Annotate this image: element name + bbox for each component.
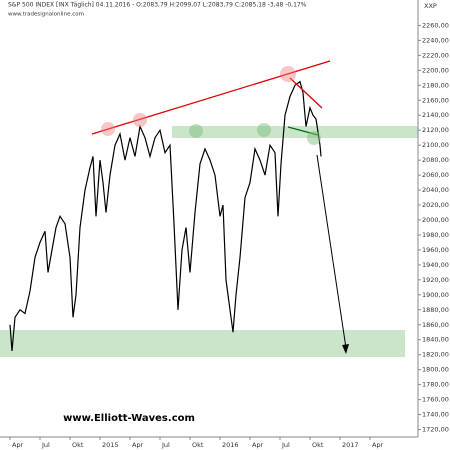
y-tick-label: 2000,00 (422, 216, 449, 224)
y-tick-label: 1900,00 (422, 291, 449, 299)
trend-line (289, 77, 323, 109)
arrow-head (342, 344, 349, 354)
highlight (307, 131, 321, 145)
y-tick-label: 2120,00 (422, 126, 449, 134)
y-tick-label: 1980,00 (422, 231, 449, 239)
support-zone (0, 330, 405, 357)
y-tick-label: 1820,00 (422, 351, 449, 359)
y-tick-label: 1960,00 (422, 246, 449, 254)
x-tick-label: 2015 (102, 441, 119, 449)
y-tick-label: 2160,00 (422, 96, 449, 104)
trend-line (91, 60, 331, 135)
y-tick-label: 2080,00 (422, 156, 449, 164)
x-tick-label: Jul (161, 441, 170, 449)
highlight (101, 122, 115, 136)
resistance-zone (172, 126, 418, 138)
y-tick-label: 1760,00 (422, 396, 449, 404)
y-tick-label: 2140,00 (422, 111, 449, 119)
y-tick-label: 2220,00 (422, 51, 449, 59)
y-tick-label: 1940,00 (422, 261, 449, 269)
axis-label: XXP (424, 2, 437, 10)
x-tick-label: Okt (72, 441, 84, 449)
y-tick-label: 2260,00 (422, 21, 449, 29)
x-tick-label: 2016 (222, 441, 239, 449)
price-line (9, 80, 322, 351)
source: www.tradesignalonline.com (8, 12, 84, 18)
annotations (0, 126, 418, 357)
watermark: www.Elliott-Waves.com (63, 413, 195, 424)
x-tick-label: Apr (252, 441, 264, 449)
overlays: S&P 500 INDEX [INX Täglich] 04.11.2016 -… (0, 0, 437, 438)
header: S&P 500 INDEX [INX Täglich] 04.11.2016 -… (8, 2, 307, 9)
y-tick-label: 2060,00 (422, 171, 449, 179)
y-tick-label: 1860,00 (422, 321, 449, 329)
x-tick-label: Apr (12, 441, 24, 449)
y-tick-label: 1740,00 (422, 411, 449, 419)
x-tick-label: Okt (312, 441, 324, 449)
y-tick-label: 2240,00 (422, 36, 449, 44)
highlight (189, 124, 203, 138)
x-tick-label: Jul (281, 441, 290, 449)
y-tick-label: 2200,00 (422, 66, 449, 74)
x-tick-label: Apr (372, 441, 384, 449)
x-tick-label: 2017 (342, 441, 359, 449)
plot-area: 1720,00 1740,00 1760,00 1780,00 1800,00 1820,… (9, 21, 449, 449)
x-tick-label: Okt (192, 441, 204, 449)
x-tick-label: Apr (132, 441, 144, 449)
highlight (280, 66, 296, 82)
highlight (257, 123, 271, 137)
y-tick-label: 1920,00 (422, 276, 449, 284)
y-tick-label: 1880,00 (422, 306, 449, 314)
x-tick-label: Jul (41, 441, 50, 449)
highlight (133, 113, 147, 127)
y-tick-label: 1720,00 (422, 426, 449, 434)
forecast-arrow (316, 154, 347, 349)
y-tick-label: 2180,00 (422, 81, 449, 89)
y-tick-label: 2020,00 (422, 201, 449, 209)
y-tick-label: 1840,00 (422, 336, 449, 344)
y-tick-label: 2040,00 (422, 186, 449, 194)
y-tick-label: 2100,00 (422, 141, 449, 149)
y-tick-label: 1780,00 (422, 381, 449, 389)
y-tick-label: 1800,00 (422, 366, 449, 374)
